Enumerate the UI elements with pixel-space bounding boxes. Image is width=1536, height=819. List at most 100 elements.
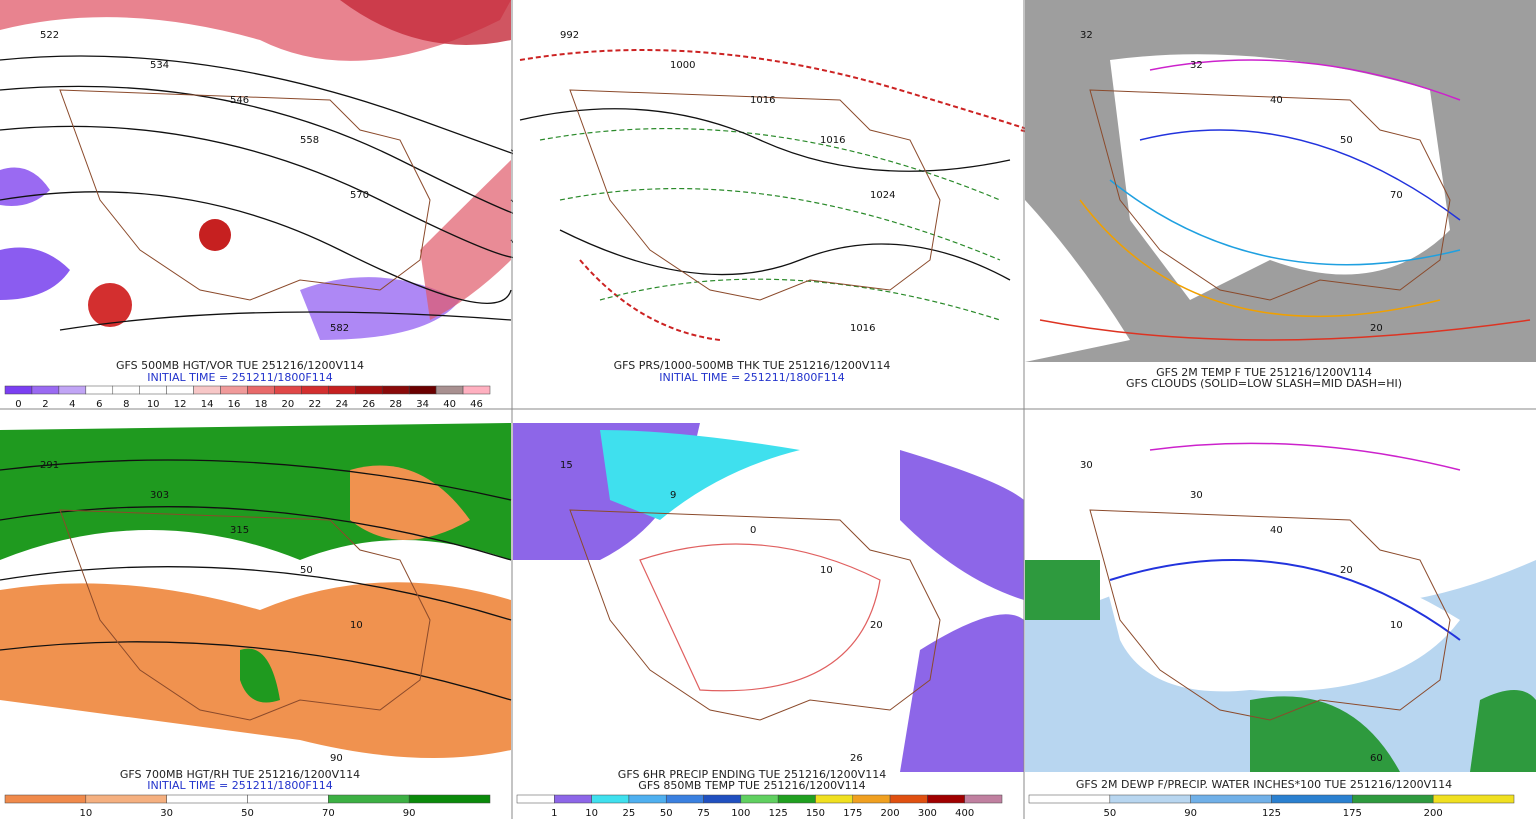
panel-4-map xyxy=(0,423,512,772)
panel-6-map xyxy=(1025,423,1536,772)
contour-label: 546 xyxy=(230,95,249,106)
contour-label: 291 xyxy=(40,460,59,471)
contour-label: 32 xyxy=(1080,30,1093,41)
contour-label: 1016 xyxy=(820,135,845,146)
contour-label: 582 xyxy=(330,323,349,334)
colorbar-swatch xyxy=(1432,794,1515,804)
panel-5-map xyxy=(513,423,1024,772)
caption: GFS 500MB HGT/VOR TUE 251216/1200V114 xyxy=(116,359,364,372)
colorbar-label: 22 xyxy=(308,399,321,410)
colorbar-swatch xyxy=(1028,794,1111,804)
contour-label: 9 xyxy=(670,490,676,501)
contour-label: 50 xyxy=(1340,135,1353,146)
colorbar-swatch xyxy=(516,794,555,804)
contour-label: 26 xyxy=(850,753,863,764)
colorbar-swatch xyxy=(777,794,816,804)
contour-label: 20 xyxy=(1370,323,1383,334)
contour-label: 1016 xyxy=(850,323,875,334)
colorbar-label: 46 xyxy=(470,399,483,410)
panel-3-map xyxy=(1025,0,1536,362)
contour-label: 1000 xyxy=(670,60,695,71)
colorbar-label: 90 xyxy=(1184,808,1197,819)
colorbar-label: 4 xyxy=(69,399,75,410)
colorbar-label: 125 xyxy=(769,808,788,819)
contour-label: 40 xyxy=(1270,525,1283,536)
colorbar-label: 2 xyxy=(42,399,48,410)
colorbar-swatch xyxy=(247,385,275,395)
colorbar-swatch xyxy=(1109,794,1191,804)
caption: GFS CLOUDS (SOLID=LOW SLASH=MID DASH=HI) xyxy=(1126,377,1402,390)
colorbar-swatch xyxy=(665,794,704,804)
colorbar-label: 50 xyxy=(660,808,673,819)
contour-label: 70 xyxy=(1390,190,1403,201)
contour-label: 20 xyxy=(1340,565,1353,576)
colorbar-label: 28 xyxy=(389,399,402,410)
contour-label: 315 xyxy=(230,525,249,536)
panel-1-map xyxy=(0,0,560,362)
contour-label: 10 xyxy=(350,620,363,631)
colorbar-swatch xyxy=(193,385,221,395)
colorbar-swatch xyxy=(1271,794,1353,804)
contour-label: 570 xyxy=(350,190,369,201)
contour-label: 60 xyxy=(1370,753,1383,764)
contour-label: 90 xyxy=(330,753,343,764)
colorbar-label: 14 xyxy=(201,399,214,410)
contour-label: 992 xyxy=(560,30,579,41)
contour-label: 10 xyxy=(1390,620,1403,631)
colorbar-swatch xyxy=(328,794,410,804)
colorbar-label: 34 xyxy=(416,399,429,410)
colorbar-label: 6 xyxy=(96,399,102,410)
colorbar-label: 70 xyxy=(322,808,335,819)
colorbar-swatch xyxy=(166,385,194,395)
colorbar-label: 10 xyxy=(585,808,598,819)
colorbar-swatch xyxy=(628,794,667,804)
colorbar-swatch xyxy=(31,385,60,395)
colorbar-label: 26 xyxy=(362,399,375,410)
colorbar-label: 0 xyxy=(15,399,21,410)
colorbar-label: 400 xyxy=(955,808,974,819)
colorbar-swatch xyxy=(435,385,464,395)
colorbar-label: 10 xyxy=(147,399,160,410)
colorbar-label: 8 xyxy=(123,399,129,410)
colorbar-swatch xyxy=(1190,794,1272,804)
contour-label: 303 xyxy=(150,490,169,501)
colorbar-swatch xyxy=(166,794,248,804)
colorbar-swatch xyxy=(247,794,329,804)
colorbar-swatch xyxy=(139,385,167,395)
colorbar-swatch xyxy=(815,794,854,804)
colorbar-swatch xyxy=(301,385,329,395)
colorbar-swatch xyxy=(220,385,248,395)
contour-label: 1024 xyxy=(870,190,895,201)
colorbar-swatch xyxy=(85,794,167,804)
colorbar-label: 175 xyxy=(843,808,862,819)
colorbar-label: 50 xyxy=(1103,808,1116,819)
colorbar-swatch xyxy=(740,794,779,804)
colorbar-swatch xyxy=(554,794,592,804)
contour-label: 15 xyxy=(560,460,573,471)
caption: GFS 6HR PRECIP ENDING TUE 251216/1200V11… xyxy=(618,768,886,781)
contour-label: 1016 xyxy=(750,95,775,106)
colorbar-label: 25 xyxy=(623,808,636,819)
colorbar-label: 24 xyxy=(335,399,348,410)
contour-label: 522 xyxy=(40,30,59,41)
caption: GFS 850MB TEMP TUE 251216/1200V114 xyxy=(638,779,865,792)
colorbar-label: 100 xyxy=(731,808,750,819)
colorbar-label: 30 xyxy=(160,808,173,819)
contour-label: 50 xyxy=(300,565,313,576)
colorbar-label: 175 xyxy=(1343,808,1362,819)
colorbar-swatch xyxy=(355,385,383,395)
caption: GFS 2M DEWP F/PRECIP. WATER INCHES*100 T… xyxy=(1076,778,1452,791)
panel-2-map xyxy=(513,0,1044,349)
colorbar-swatch xyxy=(703,794,742,804)
colorbar-swatch xyxy=(381,385,410,395)
colorbar-label: 12 xyxy=(174,399,187,410)
contour-label: 30 xyxy=(1190,490,1203,501)
contour-label: 0 xyxy=(750,525,756,536)
colorbar-label: 50 xyxy=(241,808,254,819)
colorbar-label: 1 xyxy=(551,808,557,819)
colorbar-swatch xyxy=(591,794,630,804)
caption: GFS 700MB HGT/RH TUE 251216/1200V114 xyxy=(120,768,360,781)
colorbar-swatch xyxy=(927,794,965,804)
colorbar-swatch xyxy=(112,385,140,395)
